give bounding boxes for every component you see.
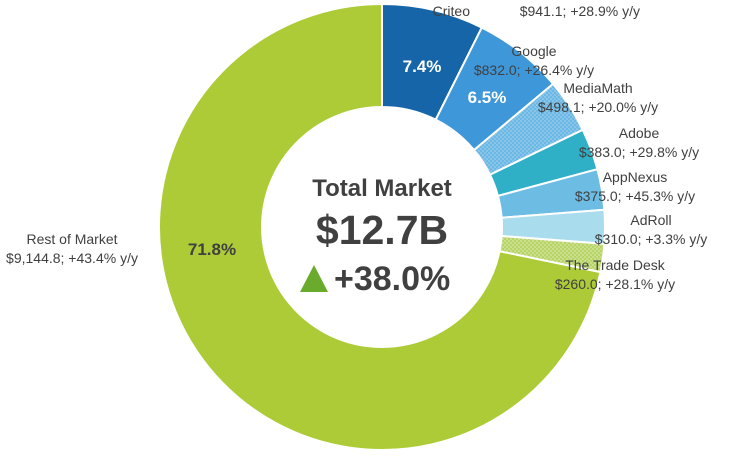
percent-labels: 7.4% 6.5% 71.8%	[188, 57, 506, 259]
pct-label-rest-of-market: 71.8%	[188, 240, 236, 259]
donut-slices	[158, 2, 606, 451]
center-summary: Total Market $12.7B +38.0%	[300, 175, 452, 298]
label-detail-adobe: $383.0; +29.8% y/y	[579, 144, 699, 160]
category-labels: Criteo $941.1; +28.9% y/y Google $832.0; +2…	[6, 3, 707, 292]
up-triangle-icon	[300, 265, 328, 292]
label-detail-criteo: $941.1; +28.9% y/y	[520, 3, 640, 19]
label-name-criteo: Criteo	[433, 3, 471, 19]
pct-label-criteo: 7.4%	[403, 57, 442, 76]
label-detail-google: $832.0; +26.4% y/y	[474, 62, 594, 78]
label-name-google: Google	[511, 43, 556, 59]
label-name-rest-of-market: Rest of Market	[26, 231, 117, 247]
label-name-adobe: Adobe	[619, 125, 660, 141]
slice-rest-of-market	[158, 2, 602, 451]
label-detail-mediamath: $498.1; +20.0% y/y	[538, 99, 658, 115]
label-name-mediamath: MediaMath	[563, 80, 632, 96]
label-detail-the-trade-desk: $260.0; +28.1% y/y	[555, 276, 675, 292]
center-title: Total Market	[312, 175, 452, 202]
label-detail-rest-of-market: $9,144.8; +43.4% y/y	[6, 250, 138, 266]
label-name-the-trade-desk: The Trade Desk	[565, 257, 666, 273]
pct-label-google: 6.5%	[468, 88, 507, 107]
center-growth: +38.0%	[334, 260, 450, 298]
label-detail-adroll: $310.0; +3.3% y/y	[595, 231, 707, 247]
label-detail-appnexus: $375.0; +45.3% y/y	[575, 188, 695, 204]
label-name-appnexus: AppNexus	[603, 169, 668, 185]
label-name-adroll: AdRoll	[630, 212, 671, 228]
center-total: $12.7B	[316, 207, 448, 253]
